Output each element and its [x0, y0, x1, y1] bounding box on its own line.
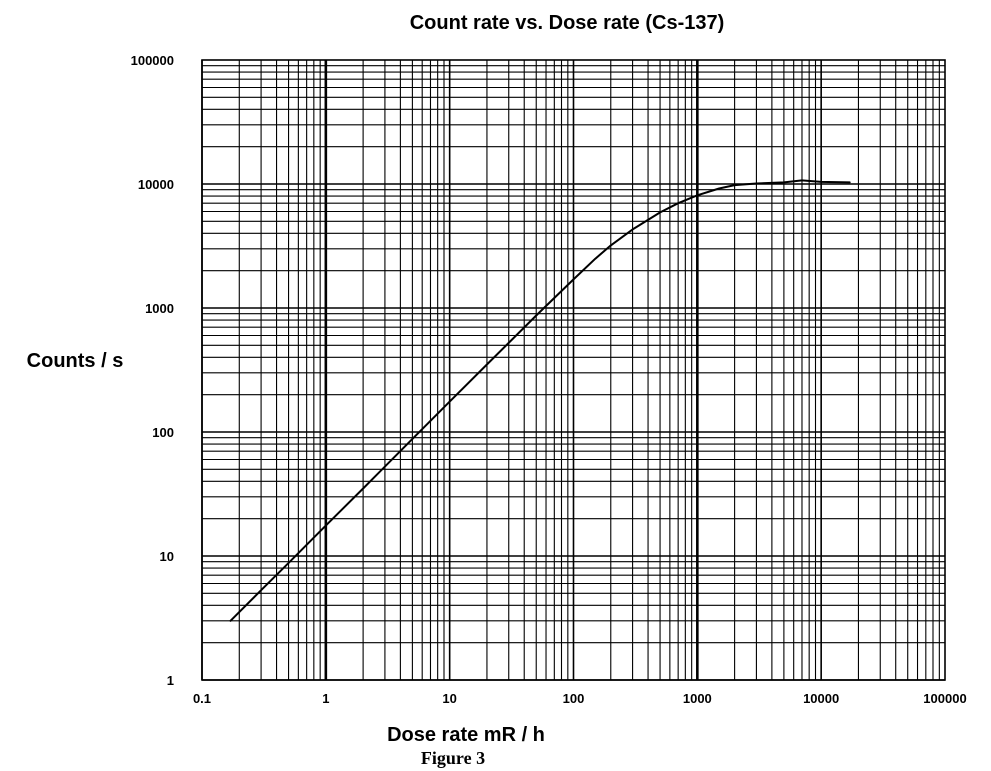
- chart-title: Count rate vs. Dose rate (Cs-137): [410, 12, 725, 34]
- x-tick-label: 100: [563, 691, 585, 706]
- y-tick-labels: 1 10 100 1000 10000 100000: [131, 53, 174, 688]
- y-tick-label: 100: [152, 425, 174, 440]
- series-line: [229, 179, 851, 622]
- y-axis-label: Counts / s: [27, 350, 124, 372]
- x-tick-label: 10000: [803, 691, 839, 706]
- x-tick-label: 100000: [923, 691, 966, 706]
- series-layer: [229, 179, 851, 622]
- figure-caption: Figure 3: [421, 748, 485, 768]
- x-tick-label: 1: [322, 691, 329, 706]
- y-tick-label: 100000: [131, 53, 174, 68]
- grid: [201, 59, 946, 681]
- x-axis-label: Dose rate mR / h: [387, 724, 545, 746]
- x-tick-label: 0.1: [193, 691, 211, 706]
- x-tick-labels: 0.1 1 10 100 1000 10000 100000: [193, 691, 967, 706]
- x-tick-label: 1000: [683, 691, 712, 706]
- x-tick-label: 10: [442, 691, 456, 706]
- y-tick-label: 1000: [145, 301, 174, 316]
- y-tick-label: 10000: [138, 177, 174, 192]
- plot-frame: [201, 59, 946, 681]
- y-tick-label: 10: [160, 549, 174, 564]
- y-tick-label: 1: [167, 673, 174, 688]
